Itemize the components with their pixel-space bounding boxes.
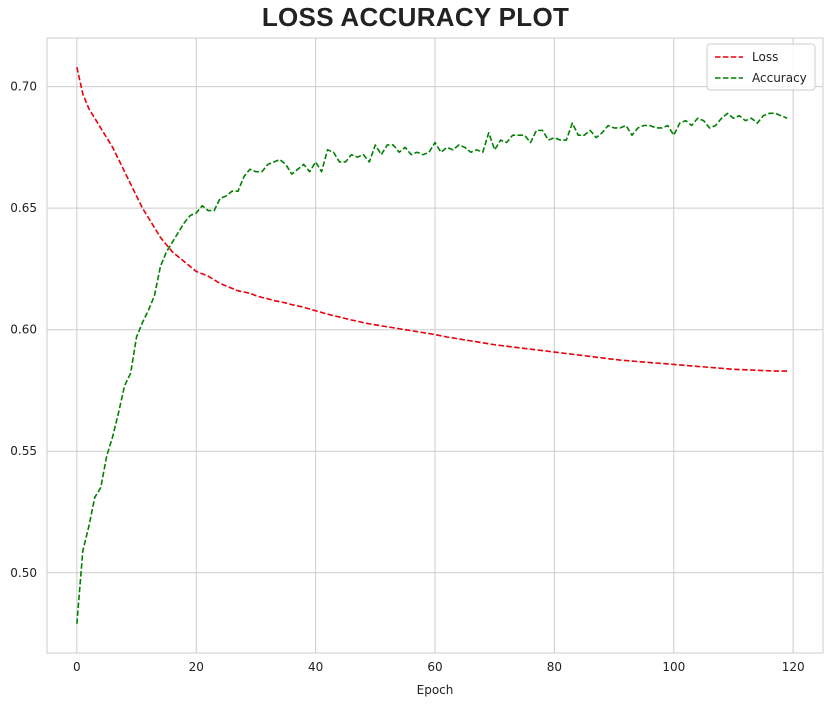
chart-title: LOSS ACCURACY PLOT	[261, 2, 570, 32]
x-axis-label: Epoch	[417, 683, 454, 697]
x-tick-label: 80	[547, 660, 562, 674]
series-lines	[76, 66, 788, 624]
x-tick-label: 120	[782, 660, 805, 674]
plot-frame	[46, 37, 824, 654]
x-tick-label: 40	[308, 660, 323, 674]
x-tick-label: 0	[73, 660, 81, 674]
y-tick-label: 0.55	[10, 444, 37, 458]
y-tick-label: 0.50	[10, 566, 37, 580]
legend-label-accuracy: Accuracy	[752, 71, 807, 85]
x-tick-label: 60	[427, 660, 442, 674]
y-tick-label: 0.60	[10, 323, 37, 337]
series-line-accuracy	[76, 112, 788, 624]
grid-lines	[47, 38, 823, 653]
x-tick-label: 20	[189, 660, 204, 674]
tick-labels: 0 20 40 60 80 100 120 0.50 0.55 0.60 0.65 0.70	[10, 80, 804, 674]
series-line-loss	[76, 66, 788, 372]
y-tick-label: 0.65	[10, 201, 37, 215]
legend-label-loss: Loss	[752, 50, 778, 64]
x-tick-label: 100	[662, 660, 685, 674]
legend: Loss Accuracy	[706, 43, 816, 91]
y-tick-label: 0.70	[10, 80, 37, 94]
